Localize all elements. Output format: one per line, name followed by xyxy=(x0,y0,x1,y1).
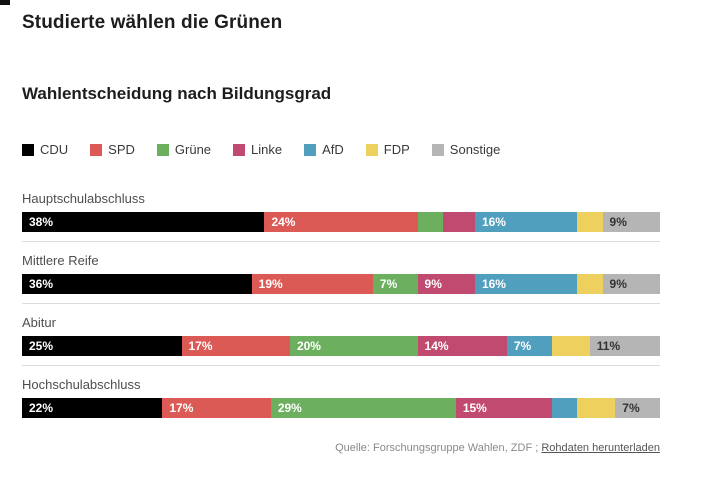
bar-segment-sonstige: 9% xyxy=(602,212,660,232)
chart-page: Studierte wählen die Grünen Wahlentschei… xyxy=(22,12,660,454)
bar-segment-sonstige: 9% xyxy=(602,274,660,294)
bar-segment-sonstige: 7% xyxy=(615,398,660,418)
legend-item-sonstige: Sonstige xyxy=(431,142,501,157)
bar-value-label: 36% xyxy=(29,277,54,291)
bar-value-label: 19% xyxy=(258,277,283,291)
bar-segment-cdu: 25% xyxy=(22,336,182,356)
bar-value-label: 17% xyxy=(188,339,213,353)
bar-value-label: 7% xyxy=(379,277,398,291)
stacked-bar: 36% 19% 7% 9% 16% 9% xyxy=(22,274,660,294)
bar-segment-spd: 17% xyxy=(162,398,271,418)
bar-value-label: 16% xyxy=(481,215,506,229)
bar-segment-fdp xyxy=(551,336,590,356)
chart-row: Hochschulabschluss 22% 17% 29% 15% 7% xyxy=(22,377,660,418)
bar-value-label: 24% xyxy=(271,215,296,229)
bar-segment-spd: 19% xyxy=(251,274,373,294)
bar-segment-fdp xyxy=(577,212,603,232)
legend-item-linke: Linke xyxy=(233,142,282,157)
row-label: Hauptschulabschluss xyxy=(22,191,145,206)
bar-value-label: 29% xyxy=(277,401,302,415)
legend-swatch-linke xyxy=(233,143,246,156)
legend-item-cdu: CDU xyxy=(22,142,68,157)
bar-segment-afd: 16% xyxy=(474,212,578,232)
legend-label: Linke xyxy=(251,142,283,157)
legend-swatch-fdp xyxy=(365,143,378,156)
chart-row: Mittlere Reife 36% 19% 7% 9% 16% 9% xyxy=(22,253,660,304)
legend-item-grüne: Grüne xyxy=(156,142,212,157)
legend-label: SPD xyxy=(108,142,135,157)
legend-label: AfD xyxy=(322,142,344,157)
bar-segment-grüne: 7% xyxy=(372,274,418,294)
bar-value-label: 11% xyxy=(596,339,621,353)
legend-label: Sonstige xyxy=(449,142,501,157)
bar-segment-fdp xyxy=(577,274,603,294)
source-download-link[interactable]: Rohdaten herunterladen xyxy=(541,442,660,454)
bar-segment-cdu: 36% xyxy=(22,274,252,294)
bar-segment-grüne: 20% xyxy=(289,336,418,356)
bar-segment-afd: 16% xyxy=(474,274,578,294)
source-line: Quelle: Forschungsgruppe Wahlen, ZDF ; R… xyxy=(22,442,660,454)
bar-value-label: 9% xyxy=(609,277,627,291)
row-label: Abitur xyxy=(22,315,56,330)
bar-segment-linke: 14% xyxy=(417,336,507,356)
bar-segment-grüne xyxy=(417,212,444,232)
bar-value-label: 38% xyxy=(29,215,54,229)
legend-swatch-spd xyxy=(90,143,103,156)
bar-value-label: 25% xyxy=(29,339,54,353)
bar-segment-spd: 17% xyxy=(181,336,290,356)
bar-segment-linke xyxy=(443,212,475,232)
bar-segment-afd: 7% xyxy=(506,336,552,356)
bar-value-label: 7% xyxy=(513,339,532,353)
source-text: Quelle: Forschungsgruppe Wahlen, ZDF ; xyxy=(335,442,539,454)
bar-segment-grüne: 29% xyxy=(270,398,456,418)
bar-segment-linke: 9% xyxy=(417,274,475,294)
legend-label: Grüne xyxy=(174,142,212,157)
bar-value-label: 16% xyxy=(481,277,506,291)
legend-label: CDU xyxy=(40,142,69,157)
legend-swatch-cdu xyxy=(22,143,34,156)
chart-subtitle: Wahlentscheidung nach Bildungsgrad xyxy=(22,84,332,103)
page-edge-fragment xyxy=(0,0,10,5)
row-label: Mittlere Reife xyxy=(22,253,99,268)
legend-swatch-sonstige xyxy=(431,143,444,156)
bar-segment-cdu: 22% xyxy=(22,398,163,418)
bar-value-label: 9% xyxy=(424,277,442,291)
chart-legend: CDU SPD Grüne Linke AfD FDP Sonstige xyxy=(22,142,660,157)
legend-item-spd: SPD xyxy=(90,142,135,157)
chart-row: Hauptschulabschluss 38% 24% 16% 9% xyxy=(22,191,660,242)
legend-item-fdp: FDP xyxy=(365,142,410,157)
bar-value-label: 20% xyxy=(296,339,321,353)
bar-segment-fdp xyxy=(577,398,616,418)
bar-segment-spd: 24% xyxy=(264,212,418,232)
chart-row: Abitur 25% 17% 20% 14% 7% 11% xyxy=(22,315,660,366)
chart-rows: Hauptschulabschluss 38% 24% 16% 9% Mittlere R… xyxy=(22,191,660,418)
bar-segment-linke: 15% xyxy=(455,398,552,418)
bar-value-label: 14% xyxy=(424,339,449,353)
bar-value-label: 9% xyxy=(609,215,627,229)
legend-item-afd: AfD xyxy=(304,142,344,157)
bar-value-label: 15% xyxy=(462,401,487,415)
bar-value-label: 17% xyxy=(169,401,194,415)
legend-swatch-grüne xyxy=(156,143,169,156)
legend-swatch-afd xyxy=(304,143,317,156)
stacked-bar: 38% 24% 16% 9% xyxy=(22,212,660,232)
bar-segment-afd xyxy=(551,398,578,418)
stacked-bar: 25% 17% 20% 14% 7% 11% xyxy=(22,336,660,356)
bar-value-label: 22% xyxy=(29,401,54,415)
bar-segment-sonstige: 11% xyxy=(589,336,660,356)
bar-value-label: 7% xyxy=(622,401,640,415)
stacked-bar: 22% 17% 29% 15% 7% xyxy=(22,398,660,418)
bar-segment-cdu: 38% xyxy=(22,212,265,232)
row-label: Hochschulabschluss xyxy=(22,377,141,392)
page-title: Studierte wählen die Grünen xyxy=(22,12,283,33)
legend-label: FDP xyxy=(383,142,410,157)
